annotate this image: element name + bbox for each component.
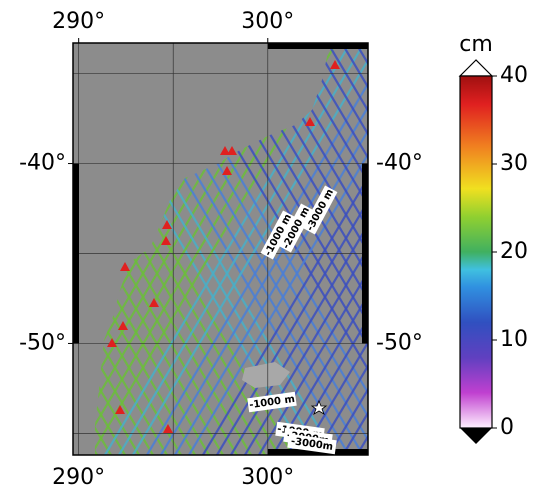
track (0, 40, 30, 460)
track (95, 43, 143, 455)
lat-tick-label: -50° (19, 330, 66, 355)
track (283, 43, 368, 455)
track (269, 43, 368, 455)
track (199, 43, 368, 455)
track (95, 43, 157, 455)
star-marker (310, 399, 328, 415)
lon-tick-label: 290° (52, 9, 105, 34)
contour-label: -3000m (287, 433, 337, 455)
frame-stripe (73, 163, 79, 344)
track (536, 40, 540, 460)
contour-label-box (260, 210, 296, 260)
track (0, 40, 58, 460)
lat-tick-label: -40° (376, 151, 423, 176)
colorbar: cm 0 10 20 30 40 (458, 32, 528, 444)
track (95, 43, 213, 455)
contour-label-box (302, 185, 338, 235)
track (95, 43, 185, 455)
contour-label-box (287, 433, 337, 455)
track (311, 43, 368, 455)
track (213, 43, 368, 455)
colorbar-tick-label: 30 (500, 151, 528, 176)
falkland-islands (242, 362, 290, 388)
map-background (73, 43, 368, 455)
contour-label-box (247, 391, 297, 413)
track (0, 40, 72, 460)
lat-tick-label: -40° (19, 151, 66, 176)
track (95, 43, 199, 455)
track (0, 40, 44, 460)
lat-tick-label: -50° (376, 330, 423, 355)
colorbar-bar (459, 75, 493, 429)
map-area (0, 40, 540, 460)
frame-stripe (267, 43, 368, 49)
track (297, 43, 368, 455)
track (0, 40, 72, 460)
track (297, 43, 368, 455)
colorbar-tick-label: 20 (500, 239, 528, 264)
track (95, 43, 171, 455)
colorbar-tick-label: 40 (500, 63, 528, 88)
lon-tick-label: 300° (241, 465, 294, 490)
track (129, 43, 368, 455)
lon-tick-label: 300° (241, 9, 294, 34)
lon-tick-label: 290° (52, 465, 105, 490)
colorbar-over (458, 59, 494, 77)
stations (107, 60, 340, 433)
track (171, 43, 368, 455)
track (185, 43, 368, 455)
colorbar-under (460, 428, 492, 444)
colorbar-tick-label: 0 (500, 415, 514, 440)
track (157, 43, 368, 455)
contour-label: -1000 m (247, 391, 297, 413)
frame-stripe (362, 163, 368, 344)
track (283, 43, 368, 455)
track (0, 40, 58, 460)
track (115, 43, 367, 455)
colorbar-tick-label: 10 (500, 327, 528, 352)
track (0, 40, 44, 460)
track (311, 43, 368, 455)
colorbar-unit: cm (459, 32, 493, 57)
frame-stripe (267, 449, 368, 455)
contour-label-box (278, 203, 314, 253)
track (227, 43, 368, 455)
track (536, 40, 540, 460)
track (0, 40, 30, 460)
track (255, 43, 368, 455)
